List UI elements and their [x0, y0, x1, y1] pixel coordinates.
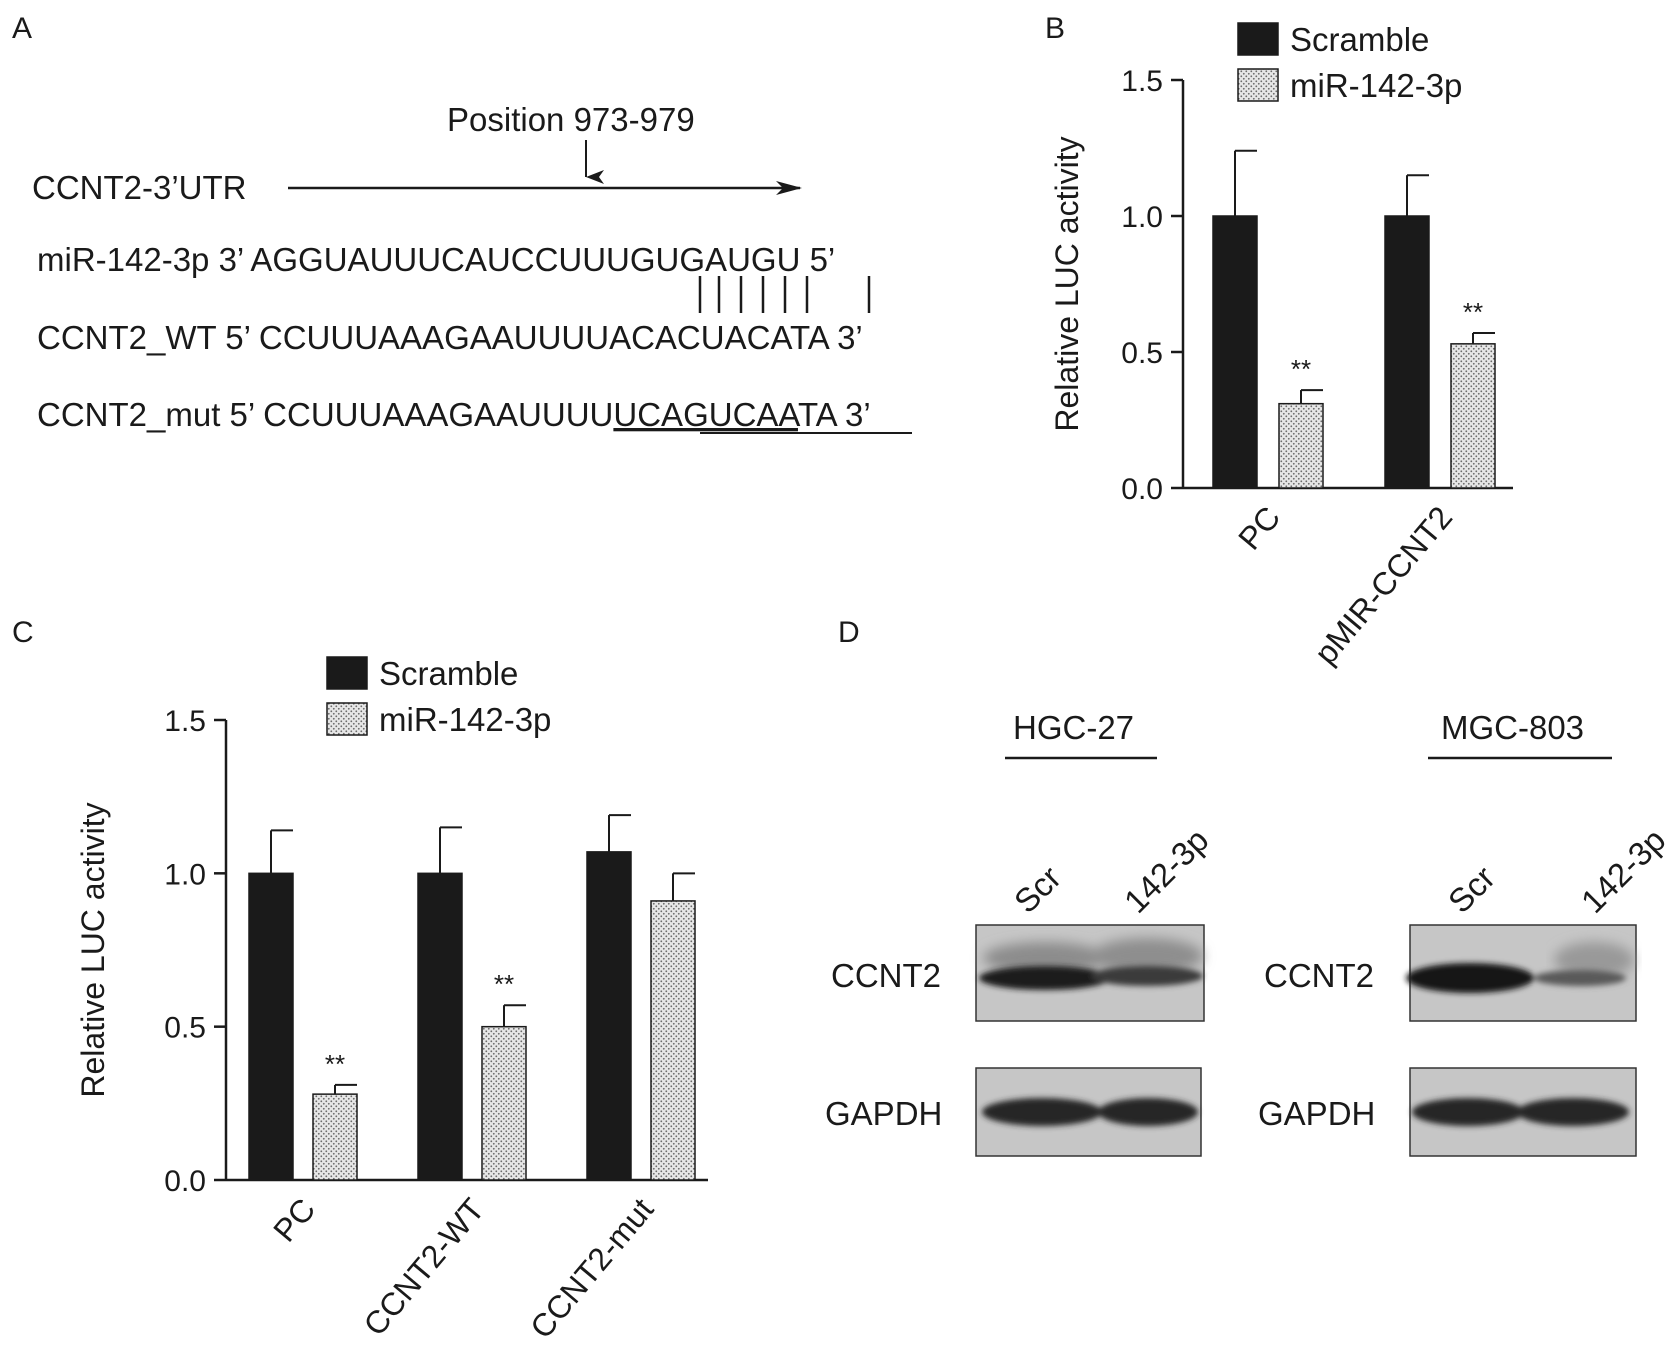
significance-label: ** [1463, 297, 1483, 327]
legend-label: Scramble [1290, 21, 1429, 58]
panel-d-letter: D [838, 616, 860, 649]
y-tick-label: 1.5 [164, 705, 206, 738]
mut-seq-underlined: UCAGUCAA [613, 396, 800, 433]
bar [248, 872, 294, 1181]
legend-swatch [1237, 22, 1279, 56]
panel-d: D HGC-27 Scr 142-3p CCNT2 GAPDH [825, 616, 1673, 1157]
y-tick-label: 0.5 [1121, 337, 1163, 370]
x-tick-label: CCNT2-mut [523, 1191, 660, 1345]
ccnt2-smear [1554, 942, 1634, 978]
panel-c-chart: C 0.0 0.5 1.0 1.5 Relative LUC activity ** PC *… [12, 616, 708, 1345]
pairing-bars [698, 276, 871, 313]
x-tick-label: CCNT2-WT [356, 1191, 491, 1342]
mut-seq-plain: CCUUUAAAGAAUUUU [263, 396, 613, 433]
y-tick-label: 0.0 [164, 1165, 206, 1198]
lane-label-scr: Scr [1441, 859, 1502, 920]
blot-hgc27: HGC-27 Scr 142-3p CCNT2 GAPDH [825, 709, 1216, 1157]
legend-label: Scramble [379, 655, 518, 692]
cell-line-label: MGC-803 [1441, 709, 1584, 746]
bar [1212, 215, 1258, 489]
significance-label: ** [1291, 354, 1311, 384]
lane-label-142-3p: 142-3p [1574, 821, 1673, 920]
position-label: Position 973-979 [447, 101, 695, 138]
mut-prefix: CCNT2_mut 5’ [37, 396, 263, 433]
bar [1278, 402, 1324, 489]
bar [586, 851, 632, 1181]
ccnt2-smear [983, 938, 1203, 974]
blot-mgc803: MGC-803 Scr 142-3p CCNT2 GAPDH [1258, 709, 1673, 1157]
panel-b-letter: B [1045, 12, 1065, 45]
bar [650, 900, 696, 1181]
legend-label: miR-142-3p [379, 701, 551, 738]
ccnt2-bands [1406, 963, 1626, 993]
mut-seq-tail: TA [798, 396, 838, 433]
row-label-ccnt2: CCNT2 [831, 957, 941, 994]
x-tick-label: pMIR-CCNT2 [1307, 499, 1459, 671]
y-tick-label: 1.5 [1121, 65, 1163, 98]
panel-b-chart: B 0.0 0.5 1.0 1.5 Relative LUC activity ** PC *… [1045, 12, 1513, 671]
x-tick-label: PC [1231, 499, 1287, 556]
mirna-seq: AGGUAUUUCAUCCUUUGUGAUGU [250, 241, 800, 278]
legend-swatch [326, 656, 368, 690]
significance-label: ** [494, 969, 514, 999]
panel-a-letter: A [12, 12, 32, 45]
y-tick-label: 0.0 [1121, 473, 1163, 506]
row-label-gapdh: GAPDH [1258, 1095, 1375, 1132]
wt-seq: CCUUUAAAGAAUUUUACACUACATA [259, 319, 830, 356]
y-axis-label: Relative LUC activity [1049, 136, 1085, 431]
utr-label: CCNT2-3’UTR [32, 169, 247, 206]
gapdh-bands [1412, 1098, 1629, 1126]
y-tick-label: 1.0 [1121, 201, 1163, 234]
mut-suffix: 3’ [836, 396, 871, 433]
bar [481, 1025, 527, 1181]
mirna-prefix: miR-142-3p 3’ [37, 241, 250, 278]
wt-sequence-line: CCNT2_WT 5’ CCUUUAAAGAAUUUUACACUACATA 3’ [37, 319, 863, 356]
legend-label: miR-142-3p [1290, 67, 1462, 104]
y-tick-label: 1.0 [164, 858, 206, 891]
significance-label: ** [325, 1049, 345, 1079]
mut-sequence-line: CCNT2_mut 5’ CCUUUAAAGAAUUUUUCAGUCAATA 3… [37, 396, 871, 433]
y-tick-label: 0.5 [164, 1012, 206, 1045]
gapdh-bands [982, 1098, 1198, 1126]
legend-swatch [326, 702, 368, 736]
row-label-ccnt2: CCNT2 [1264, 957, 1374, 994]
bar [1384, 215, 1430, 489]
ccnt2-bands [979, 966, 1203, 990]
wt-suffix: 3’ [828, 319, 863, 356]
legend-swatch [1237, 68, 1279, 102]
y-axis-label: Relative LUC activity [75, 802, 111, 1097]
lane-label-142-3p: 142-3p [1117, 821, 1216, 920]
lane-label-scr: Scr [1007, 859, 1068, 920]
bar [417, 872, 463, 1181]
bar [1450, 343, 1496, 489]
x-tick-label: PC [266, 1191, 322, 1248]
cell-line-label: HGC-27 [1013, 709, 1134, 746]
bar [312, 1093, 358, 1181]
wt-prefix: CCNT2_WT 5’ [37, 319, 259, 356]
panel-a: A Position 973-979 CCNT2-3’UTR miR-142-3… [12, 12, 912, 434]
panel-c-letter: C [12, 616, 34, 649]
mirna-suffix: 5’ [800, 241, 835, 278]
mirna-sequence-line: miR-142-3p 3’ AGGUAUUUCAUCCUUUGUGAUGU 5’ [37, 241, 835, 278]
row-label-gapdh: GAPDH [825, 1095, 942, 1132]
